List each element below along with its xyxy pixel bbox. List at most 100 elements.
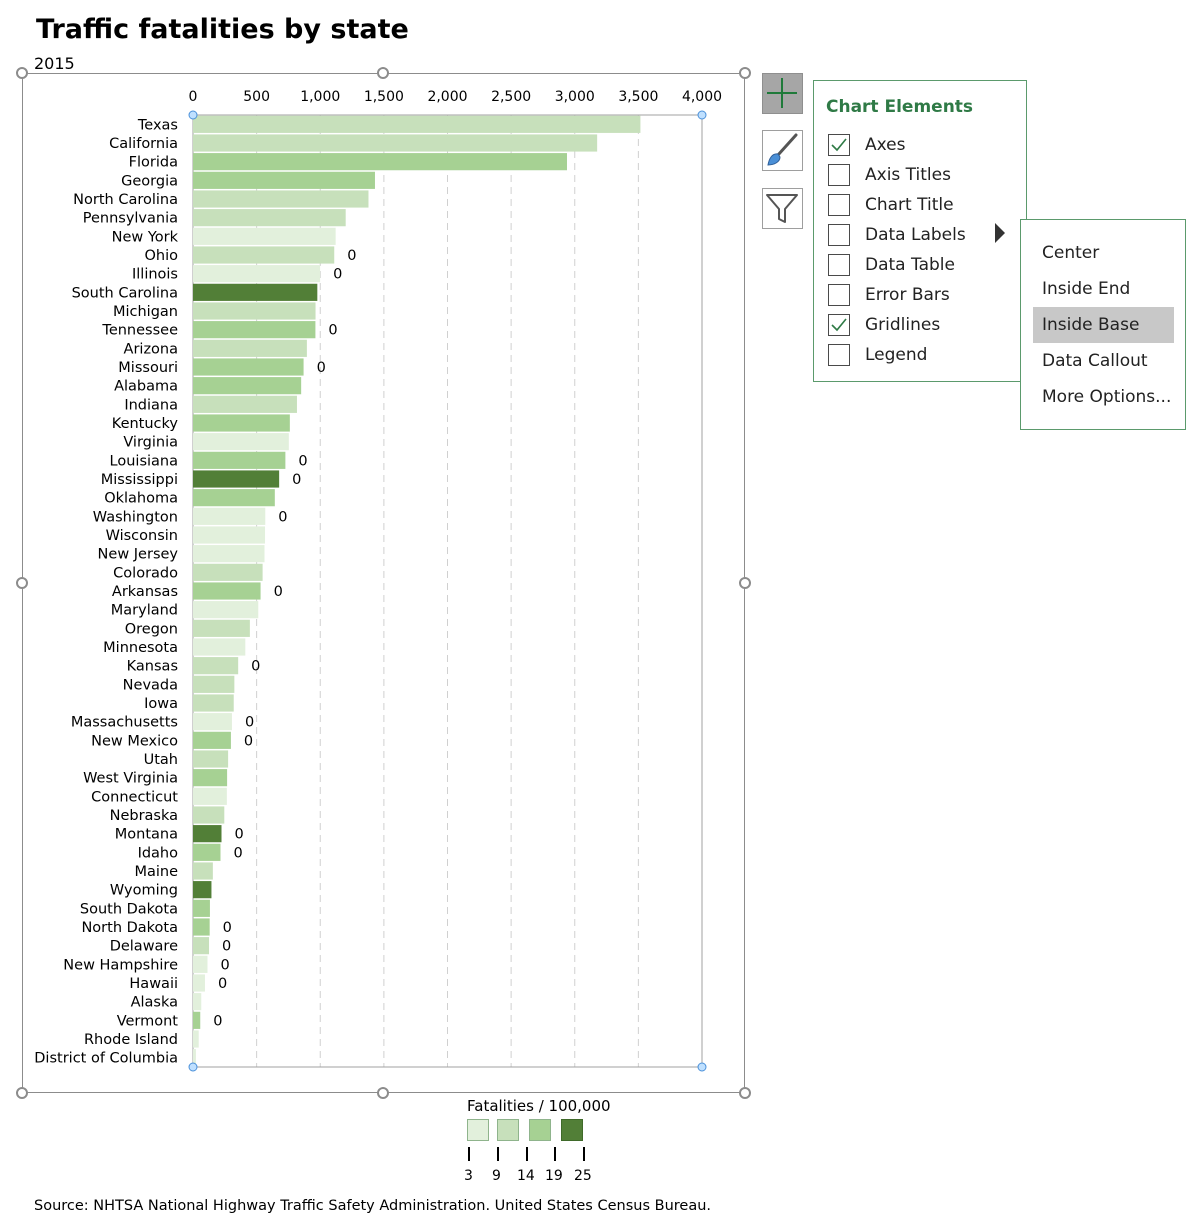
chart-title: Traffic fatalities by state xyxy=(36,14,409,45)
data-labels-submenu: Center Inside End Inside Base Data Callo… xyxy=(1020,219,1186,430)
bar xyxy=(193,433,289,451)
submenu-arrow-icon[interactable] xyxy=(993,221,1007,245)
submenu-item-inside-end[interactable]: Inside End xyxy=(1042,279,1131,299)
chart-filters-button[interactable] xyxy=(762,188,803,229)
bar xyxy=(193,171,375,189)
submenu-item-data-callout[interactable]: Data Callout xyxy=(1042,351,1148,371)
bar-chart[interactable]: 0 500 1,000 1,500 2,000 2,500 3,000 3,500 4,000 T… xyxy=(0,0,760,1100)
bar xyxy=(193,787,227,805)
bar xyxy=(193,881,212,899)
data-table-checkbox[interactable] xyxy=(828,254,850,276)
y-tick-label: Alabama xyxy=(114,379,178,395)
bar xyxy=(193,414,290,432)
bar xyxy=(193,227,336,245)
submenu-item-more-options[interactable]: More Options... xyxy=(1042,387,1172,407)
plot-area-handle xyxy=(697,110,707,120)
submenu-item-inside-base[interactable]: Inside Base xyxy=(1033,307,1174,343)
submenu-item-center[interactable]: Center xyxy=(1042,243,1100,263)
resize-handle-bottom-right[interactable] xyxy=(739,1087,751,1099)
bar xyxy=(193,246,335,264)
data-label: 0 xyxy=(223,920,232,936)
bar xyxy=(193,545,265,563)
y-tick-label: Texas xyxy=(137,117,178,133)
plot-area-handle xyxy=(188,110,198,120)
resize-handle-middle-right[interactable] xyxy=(739,577,751,589)
legend-tick xyxy=(554,1147,556,1161)
data-label: 0 xyxy=(298,453,307,469)
data-label: 0 xyxy=(278,509,287,525)
resize-handle-bottom-center[interactable] xyxy=(377,1087,389,1099)
bar xyxy=(193,563,263,581)
legend-checkbox[interactable] xyxy=(828,344,850,366)
bar xyxy=(193,899,210,917)
x-tick-label: 2,500 xyxy=(491,89,531,105)
data-labels-option[interactable]: Data Labels xyxy=(828,222,966,248)
bar xyxy=(193,134,598,152)
resize-handle-top-right[interactable] xyxy=(739,67,751,79)
error-bars-label: Error Bars xyxy=(865,285,950,305)
data-label: 0 xyxy=(317,360,326,376)
chart-title-option[interactable]: Chart Title xyxy=(828,192,954,218)
legend-label: 19 xyxy=(545,1168,563,1184)
bar xyxy=(193,526,266,544)
y-tick-label: Pennsylvania xyxy=(83,211,178,227)
bar xyxy=(193,377,302,395)
x-tick-label: 3,000 xyxy=(555,89,595,105)
chart-elements-panel: Chart Elements Axes Axis Titles Chart Ti… xyxy=(813,80,1027,382)
bar xyxy=(193,862,213,880)
chart-styles-button[interactable] xyxy=(762,130,803,171)
y-tick-label: Kentucky xyxy=(112,416,179,432)
axis-titles-option[interactable]: Axis Titles xyxy=(828,162,951,188)
axes-checkbox[interactable] xyxy=(828,134,850,156)
legend-title: Fatalities / 100,000 xyxy=(467,1097,611,1115)
bar xyxy=(193,750,229,768)
legend-label: 25 xyxy=(574,1168,592,1184)
legend-tick xyxy=(497,1147,499,1161)
data-label: 0 xyxy=(244,733,253,749)
gridlines-option[interactable]: Gridlines xyxy=(828,312,940,338)
filter-icon xyxy=(766,194,798,223)
data-label: 0 xyxy=(233,845,242,861)
y-tick-label: Montana xyxy=(115,827,178,843)
data-labels-label: Data Labels xyxy=(865,225,966,245)
data-label: 0 xyxy=(221,957,230,973)
bar xyxy=(193,209,346,227)
chart-elements-button[interactable] xyxy=(762,73,803,114)
bar xyxy=(193,1030,199,1048)
y-tick-label: North Dakota xyxy=(81,920,178,936)
legend-swatch xyxy=(467,1119,489,1141)
bar xyxy=(193,302,316,320)
bar xyxy=(193,993,202,1011)
y-tick-label: Iowa xyxy=(144,696,178,712)
y-tick-label: Nebraska xyxy=(110,808,178,824)
bar xyxy=(193,937,210,955)
resize-handle-middle-left[interactable] xyxy=(16,577,28,589)
data-label: 0 xyxy=(245,715,254,731)
data-label: 0 xyxy=(347,248,356,264)
resize-handle-top-left[interactable] xyxy=(16,67,28,79)
gridlines-label: Gridlines xyxy=(865,315,941,335)
gridlines-checkbox[interactable] xyxy=(828,314,850,336)
y-tick-label: Rhode Island xyxy=(84,1032,178,1048)
y-tick-label: New Jersey xyxy=(98,547,179,563)
resize-handle-top-center[interactable] xyxy=(377,67,389,79)
data-labels-checkbox[interactable] xyxy=(828,224,850,246)
bar xyxy=(193,843,221,861)
chart-title-checkbox[interactable] xyxy=(828,194,850,216)
resize-handle-bottom-left[interactable] xyxy=(16,1087,28,1099)
legend-label: 14 xyxy=(517,1168,535,1184)
data-table-label: Data Table xyxy=(865,255,955,275)
axis-titles-checkbox[interactable] xyxy=(828,164,850,186)
legend-option[interactable]: Legend xyxy=(828,342,927,368)
error-bars-option[interactable]: Error Bars xyxy=(828,282,950,308)
axes-option[interactable]: Axes xyxy=(828,132,905,158)
data-table-option[interactable]: Data Table xyxy=(828,252,955,278)
y-tick-label: Minnesota xyxy=(103,640,178,656)
y-tick-label: Virginia xyxy=(123,435,178,451)
bar xyxy=(193,358,304,376)
bar xyxy=(193,713,232,731)
y-tick-label: Arkansas xyxy=(112,584,178,600)
data-label: 0 xyxy=(235,827,244,843)
y-tick-label: Indiana xyxy=(124,397,178,413)
error-bars-checkbox[interactable] xyxy=(828,284,850,306)
